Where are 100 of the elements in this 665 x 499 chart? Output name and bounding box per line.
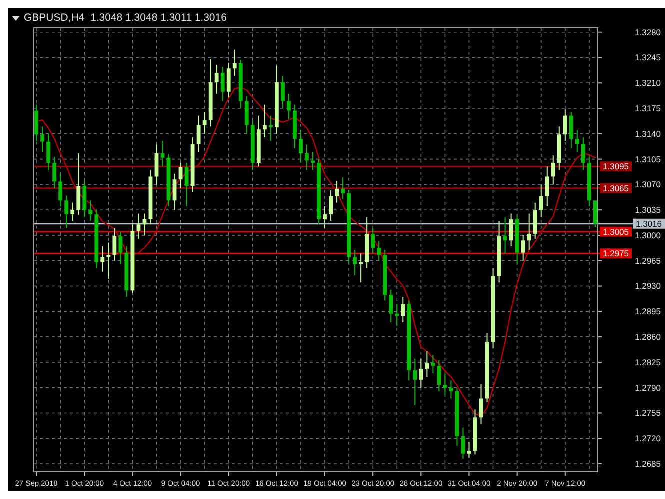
- candlestick: [166, 154, 171, 206]
- candlestick: [347, 190, 352, 265]
- candlestick: [455, 388, 460, 446]
- candlestick: [539, 184, 544, 218]
- y-tick-label: 1.2895: [635, 306, 662, 317]
- candlestick: [46, 134, 51, 170]
- candlestick: [359, 254, 364, 283]
- candlestick: [293, 104, 297, 148]
- y-tick-label: 1.3140: [635, 128, 662, 139]
- candlestick: [497, 220, 502, 283]
- y-tick-label: 1.3280: [635, 27, 662, 38]
- candlestick: [413, 358, 418, 406]
- chart-title: GBPUSD,H4 1.3048 1.3048 1.3011 1.3016: [24, 12, 228, 24]
- candlestick: [76, 154, 81, 216]
- candlestick: [136, 214, 141, 240]
- candlestick: [431, 355, 436, 374]
- candlestick: [479, 384, 484, 424]
- candlestick: [557, 126, 562, 170]
- candlestick: [407, 300, 412, 381]
- candlestick: [202, 112, 207, 134]
- candlestick: [88, 200, 93, 221]
- candlestick: [124, 246, 129, 298]
- candlestick: [317, 159, 321, 225]
- candlestick: [371, 228, 376, 254]
- candlestick: [178, 162, 183, 188]
- candlestick: [94, 210, 99, 268]
- y-tick-label: 1.2825: [635, 357, 662, 368]
- candlestick: [389, 290, 394, 323]
- y-tick-label: 1.2860: [635, 332, 662, 342]
- y-tick-label: 1.3000: [635, 230, 662, 240]
- y-tick-label: 1.3175: [635, 104, 662, 114]
- candlestick: [485, 333, 490, 402]
- y-tick-label: 1.2720: [635, 434, 662, 444]
- candlestick: [82, 181, 87, 218]
- candlestick: [443, 373, 448, 396]
- candlestick: [533, 202, 538, 240]
- candlestick: [52, 157, 57, 188]
- candlestick: [118, 232, 123, 265]
- candlestick: [491, 268, 496, 348]
- candlestick: [172, 174, 177, 210]
- candlestick: [226, 62, 231, 98]
- candlestick: [58, 174, 63, 206]
- candlestick: [100, 246, 105, 272]
- candlestick: [383, 250, 388, 301]
- y-tick-label: 1.3035: [635, 205, 662, 216]
- candlestick: [335, 181, 339, 203]
- candlestick: [419, 358, 424, 388]
- candlestick: [353, 250, 358, 276]
- candlestick: [365, 217, 370, 268]
- candlestick: [250, 120, 255, 170]
- candlestick: [311, 152, 315, 170]
- y-tick-label: 1.3210: [635, 78, 662, 88]
- y-tick-label: 1.2755: [635, 408, 662, 418]
- candlestick: [575, 130, 580, 152]
- candlestick: [569, 112, 574, 148]
- candlestick: [190, 138, 195, 192]
- candlestick: [521, 235, 526, 261]
- candlestick: [323, 206, 327, 228]
- candlestick: [232, 50, 237, 76]
- y-tick-label: 1.3070: [635, 180, 662, 190]
- candlestick: [437, 360, 442, 392]
- candlestick: [256, 116, 261, 167]
- candlestick: [509, 214, 514, 246]
- ref-line-label: 1.3005: [603, 226, 630, 237]
- candlestick: [515, 215, 520, 265]
- candlestick: [160, 141, 165, 167]
- y-tick-label: 1.2685: [635, 458, 662, 469]
- candlestick: [545, 166, 550, 206]
- candlestick: [449, 380, 454, 399]
- candlestick: [377, 241, 382, 261]
- candlestick: [587, 157, 592, 206]
- candlestick: [461, 428, 466, 459]
- candlestick: [341, 177, 345, 200]
- y-tick-label: 1.2790: [635, 382, 662, 393]
- y-tick-label: 1.3105: [635, 154, 662, 164]
- ref-line-label: 1.3095: [603, 162, 630, 172]
- candlestick: [220, 67, 225, 102]
- candlestick: [154, 144, 159, 185]
- candlestick: [527, 214, 532, 250]
- y-tick-label: 1.3245: [635, 52, 662, 63]
- candlestick: [280, 76, 285, 109]
- candlestick: [581, 138, 586, 170]
- candlestick: [142, 214, 147, 236]
- ref-line-label: 1.3065: [603, 183, 630, 194]
- candlestick: [106, 242, 111, 280]
- candlestick: [329, 190, 333, 221]
- candlestick: [148, 170, 153, 225]
- ref-line-label: 1.2975: [603, 248, 630, 259]
- candlestick: [473, 410, 478, 455]
- candlestick: [287, 94, 291, 120]
- candlestick: [563, 109, 568, 142]
- candlestick: [395, 304, 400, 326]
- candlestick: [70, 202, 75, 221]
- candlestick: [244, 96, 249, 134]
- candlestick: [274, 66, 279, 134]
- y-tick-label: 1.2930: [635, 281, 662, 292]
- candlestick: [425, 352, 430, 377]
- candlestick: [593, 200, 598, 228]
- candlestick: [305, 144, 309, 170]
- candlestick: [268, 116, 273, 142]
